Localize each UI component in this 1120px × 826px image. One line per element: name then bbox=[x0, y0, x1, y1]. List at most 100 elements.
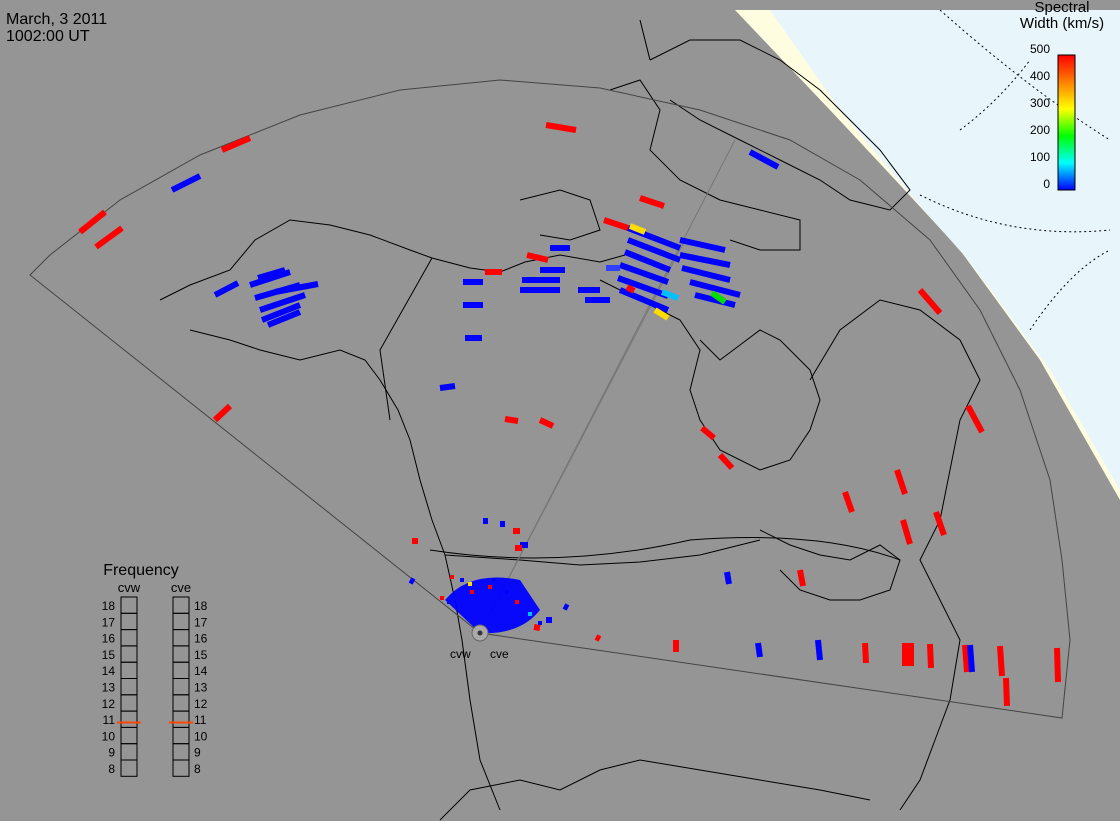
echo-segment bbox=[594, 634, 602, 642]
echo-segment bbox=[625, 284, 636, 294]
echo-segment bbox=[1054, 647, 1061, 683]
frequency-scale-label: 16 bbox=[194, 632, 208, 646]
echo-cell bbox=[468, 582, 472, 586]
echo-segment bbox=[1003, 677, 1010, 707]
echo-segment bbox=[997, 645, 1005, 677]
echo-segment bbox=[526, 252, 549, 263]
greenland bbox=[649, 39, 911, 211]
echo-segment bbox=[170, 173, 202, 193]
frequency-scale-label: 15 bbox=[102, 648, 116, 662]
frequency-scale-label: 16 bbox=[102, 632, 116, 646]
frequency-scale-label: 8 bbox=[108, 762, 115, 776]
frequency-scale-label: 8 bbox=[194, 762, 201, 776]
colorbar-title-line1: Spectral bbox=[1034, 0, 1089, 16]
echo-segment bbox=[220, 135, 252, 153]
south-coast bbox=[439, 759, 871, 821]
echo-segment bbox=[626, 237, 682, 263]
latitude-dotted-line bbox=[919, 194, 1111, 233]
echo-segment bbox=[724, 571, 732, 585]
echo-segment bbox=[917, 288, 943, 315]
frequency-scale-label: 17 bbox=[102, 615, 116, 629]
colorbar-tick-label: 0 bbox=[1043, 177, 1050, 191]
echo-segment bbox=[616, 275, 670, 299]
echo-segment bbox=[628, 223, 647, 235]
echo-segment bbox=[681, 265, 731, 283]
frequency-scale-label: 11 bbox=[103, 713, 116, 727]
boundaries bbox=[379, 257, 761, 566]
frequency-panel: 18 18 17 17 16 16 15 15 14 14 13 13 12 12 11 11 10 10 9 9 8 8 bbox=[102, 596, 208, 777]
echo-segment bbox=[748, 149, 780, 170]
echo-segment bbox=[439, 383, 456, 391]
echo-segment bbox=[755, 642, 763, 658]
echo-segment bbox=[894, 469, 908, 495]
frequency-title: Frequency bbox=[103, 562, 179, 579]
colorbar-title-line2: Width (km/s) bbox=[1020, 15, 1104, 32]
range-arc bbox=[429, 537, 901, 561]
station-east-label: cve bbox=[490, 647, 509, 661]
colorbar-tick-label: 400 bbox=[1030, 69, 1050, 83]
echo-segment bbox=[689, 279, 741, 298]
echo-segment bbox=[266, 309, 302, 328]
colorbar-tick-label: 100 bbox=[1030, 150, 1050, 164]
echo-segment bbox=[538, 417, 555, 429]
frequency-cell-east bbox=[172, 759, 190, 777]
echo-segment bbox=[562, 603, 570, 611]
east-coast bbox=[809, 299, 981, 811]
echo-segment bbox=[653, 307, 670, 321]
colorbar-tick-label: 500 bbox=[1030, 42, 1050, 56]
echo-cell bbox=[515, 600, 519, 604]
frequency-scale-label: 18 bbox=[194, 599, 208, 613]
colorbar-ticks: 500 400 300 200 100 0 bbox=[1030, 42, 1050, 191]
echo-cell bbox=[450, 575, 454, 579]
echo-cell bbox=[460, 578, 464, 582]
alaska-border bbox=[379, 257, 433, 421]
frequency-scale-label: 13 bbox=[194, 681, 208, 695]
echo-segment bbox=[249, 269, 291, 288]
polar-region bbox=[770, 10, 1120, 490]
date-label: March, 3 2011 bbox=[6, 11, 107, 28]
echo-segment bbox=[639, 195, 665, 209]
fov-outline bbox=[29, 79, 1071, 719]
echo-segment bbox=[257, 267, 286, 281]
frequency-cell-west bbox=[120, 759, 138, 777]
echo-segment bbox=[815, 639, 823, 661]
echo-segment bbox=[618, 287, 670, 313]
echo-segment bbox=[408, 577, 416, 585]
arctic-islands bbox=[519, 189, 601, 241]
echo-segment bbox=[842, 491, 855, 513]
echo-segment bbox=[94, 225, 124, 250]
echo-segment bbox=[212, 403, 233, 423]
echo-cell bbox=[505, 590, 509, 594]
frequency-scale-label: 10 bbox=[102, 729, 116, 743]
echo-segment bbox=[694, 292, 736, 308]
echo-segment bbox=[504, 416, 519, 424]
echo-segment bbox=[862, 642, 869, 664]
frequency-scale-label: 15 bbox=[194, 648, 208, 662]
echo-segment bbox=[660, 289, 680, 301]
frequency-scale-label: 14 bbox=[102, 664, 116, 678]
echo-segment bbox=[962, 644, 970, 673]
echo-segment bbox=[623, 249, 672, 273]
echo-cell bbox=[538, 621, 542, 625]
echo-segment bbox=[927, 643, 934, 669]
echo-segment bbox=[797, 569, 806, 587]
echo-segment bbox=[259, 292, 306, 313]
echo-segment bbox=[679, 237, 726, 253]
beam-line bbox=[479, 139, 736, 634]
echo-cell bbox=[492, 578, 496, 582]
echo-cell bbox=[528, 612, 532, 616]
near-range-echo-fan bbox=[445, 577, 540, 634]
echo-segment bbox=[900, 519, 913, 545]
echo-cell bbox=[440, 596, 444, 600]
echo-segment bbox=[710, 290, 727, 305]
frequency-scale-label: 12 bbox=[102, 697, 116, 711]
frequency-scale-label: 13 bbox=[102, 681, 116, 695]
latitude-dotted-line bbox=[939, 9, 1111, 141]
echo-segment bbox=[78, 209, 107, 235]
radar-echoes bbox=[78, 122, 1061, 707]
echo-segment bbox=[545, 122, 577, 133]
echo-segment bbox=[213, 280, 240, 298]
echo-segment bbox=[260, 302, 302, 323]
